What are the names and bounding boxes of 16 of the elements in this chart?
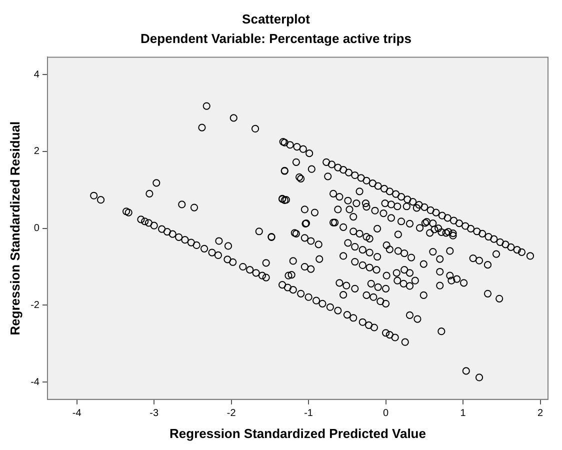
x-tick-label: -3 bbox=[150, 408, 159, 420]
y-axis-title: Regression Standardized Residual bbox=[7, 121, 22, 336]
chart-title: Scatterplot bbox=[242, 11, 311, 26]
x-tick-label: -2 bbox=[226, 408, 236, 420]
y-tick-label: 4 bbox=[34, 69, 40, 80]
x-tick-label: -1 bbox=[304, 408, 314, 420]
x-tick-label: 0 bbox=[383, 408, 390, 420]
x-tick-label: 1 bbox=[460, 408, 466, 420]
y-tick-label: 0 bbox=[34, 223, 40, 234]
x-axis-title: Regression Standardized Predicted Value bbox=[170, 426, 426, 441]
chart-subtitle: Dependent Variable: Percentage active trips bbox=[140, 30, 412, 46]
x-tick-label: -4 bbox=[72, 408, 82, 420]
y-tick-label: -2 bbox=[30, 300, 40, 311]
y-tick-label: 2 bbox=[34, 146, 40, 158]
y-tick-label: -4 bbox=[30, 376, 40, 388]
x-tick-label: 2 bbox=[537, 408, 544, 420]
